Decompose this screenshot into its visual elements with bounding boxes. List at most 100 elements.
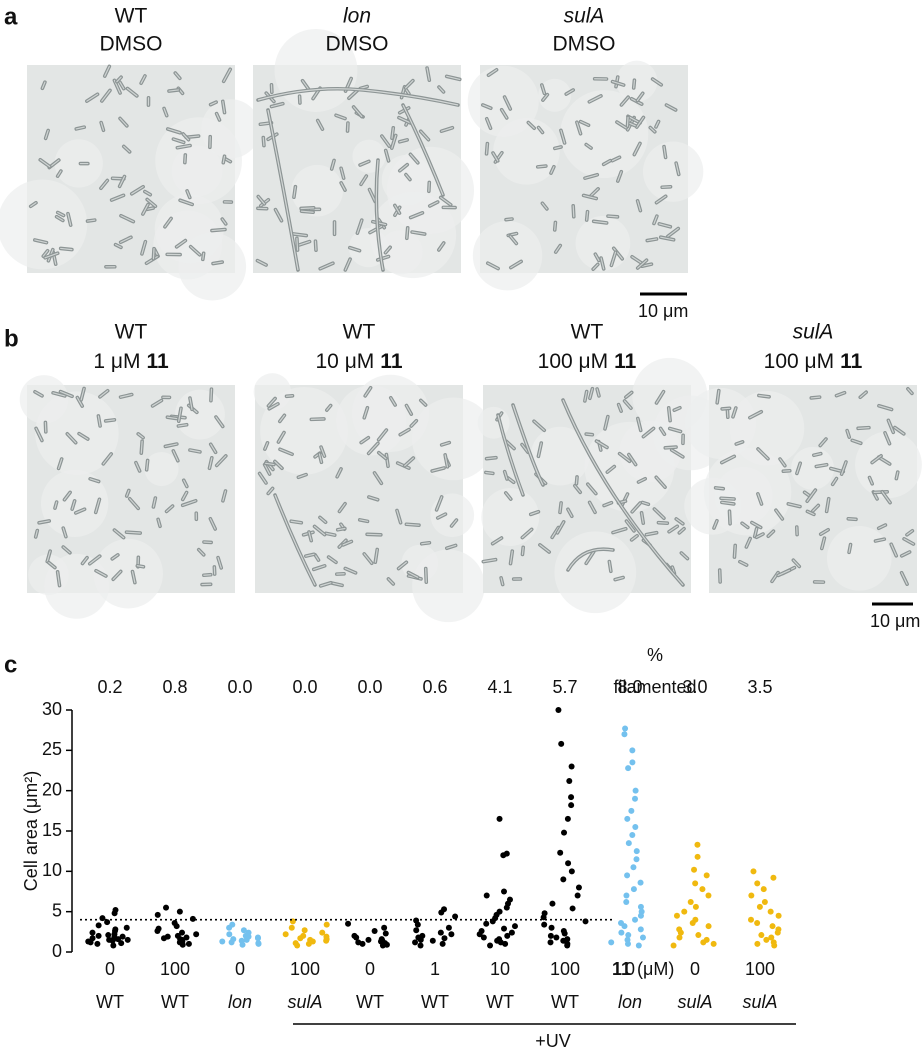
cell-core bbox=[501, 109, 508, 119]
cell-core bbox=[100, 179, 108, 189]
data-point bbox=[748, 892, 755, 899]
strain-label: lon bbox=[618, 992, 642, 1012]
cell-core bbox=[76, 396, 83, 407]
cell-core bbox=[399, 139, 408, 143]
data-point bbox=[230, 936, 237, 943]
strain-label: WT bbox=[356, 992, 384, 1012]
data-point bbox=[508, 929, 515, 936]
data-point bbox=[768, 934, 775, 941]
cell-core bbox=[141, 241, 146, 255]
percent-filamented: 5.7 bbox=[552, 677, 577, 697]
cell-core bbox=[767, 530, 775, 537]
cell-core bbox=[907, 388, 913, 394]
strain-label: lon bbox=[228, 992, 252, 1012]
cell-core bbox=[349, 247, 361, 252]
cell-core bbox=[387, 578, 394, 585]
cell-core bbox=[151, 399, 163, 407]
cell-core bbox=[102, 453, 112, 465]
cell-core bbox=[399, 164, 408, 172]
data-point bbox=[638, 908, 645, 915]
cell-core bbox=[646, 238, 658, 242]
cell-core bbox=[52, 392, 66, 397]
data-point bbox=[624, 936, 631, 943]
cell-core bbox=[890, 543, 897, 557]
data-point bbox=[639, 934, 646, 941]
data-point bbox=[775, 926, 782, 933]
cell-core bbox=[486, 118, 492, 129]
cell-core bbox=[641, 501, 649, 505]
cell-core bbox=[576, 121, 582, 135]
cell-core bbox=[586, 211, 589, 221]
cell-core bbox=[668, 407, 671, 422]
cell-core bbox=[89, 555, 101, 565]
cell-core bbox=[555, 244, 561, 253]
cell-core bbox=[120, 236, 132, 243]
data-point bbox=[163, 904, 170, 911]
dose-label: 0 bbox=[235, 959, 245, 979]
data-point bbox=[503, 850, 510, 857]
data-point bbox=[229, 921, 236, 928]
cell-core bbox=[868, 476, 873, 485]
percent-filamented: 8.0 bbox=[617, 677, 642, 697]
data-point bbox=[624, 872, 631, 879]
y-tick-label: 0 bbox=[52, 941, 62, 961]
data-point bbox=[323, 933, 330, 940]
cell-core bbox=[745, 537, 751, 548]
data-point bbox=[549, 900, 556, 907]
data-point bbox=[365, 936, 372, 943]
cell-core bbox=[819, 438, 827, 447]
cell-core bbox=[360, 175, 367, 185]
data-point bbox=[95, 922, 102, 929]
cell-core bbox=[441, 441, 450, 446]
cell-core bbox=[668, 525, 678, 533]
filament-core bbox=[257, 88, 459, 106]
cell-core bbox=[38, 520, 50, 524]
cell-core bbox=[216, 455, 227, 467]
compound: 11 bbox=[146, 350, 169, 373]
data-point bbox=[632, 787, 639, 794]
cell-core bbox=[177, 424, 188, 427]
cell-core bbox=[446, 544, 457, 549]
cell-core bbox=[189, 449, 201, 453]
cell-core bbox=[104, 65, 110, 77]
data-point bbox=[319, 929, 326, 936]
cell-core bbox=[394, 204, 401, 214]
cell-core bbox=[847, 518, 857, 520]
data-point bbox=[564, 940, 571, 947]
data-point bbox=[705, 892, 712, 899]
cell-core bbox=[368, 442, 379, 455]
cell-core bbox=[567, 508, 573, 517]
cell-core bbox=[46, 550, 51, 563]
cell-core bbox=[617, 171, 622, 182]
cell-core bbox=[611, 81, 625, 86]
cell-core bbox=[492, 537, 503, 545]
cell-core bbox=[298, 240, 311, 246]
dose-label: 100 bbox=[550, 959, 580, 979]
data-point bbox=[123, 924, 130, 931]
cell-core bbox=[884, 432, 891, 445]
data-point bbox=[608, 939, 615, 946]
cell-core bbox=[585, 433, 593, 436]
cell-core bbox=[223, 68, 231, 82]
cell-core bbox=[625, 391, 633, 398]
cell-core bbox=[404, 80, 414, 89]
data-point bbox=[676, 926, 683, 933]
data-point bbox=[565, 860, 572, 867]
data-point bbox=[568, 794, 575, 801]
cell-core bbox=[603, 160, 611, 165]
cell-core bbox=[426, 67, 430, 81]
cell-core bbox=[721, 455, 735, 464]
cell-core bbox=[396, 509, 402, 524]
cell-core bbox=[399, 428, 410, 436]
data-point bbox=[637, 903, 644, 910]
data-point bbox=[487, 942, 494, 949]
cell-core bbox=[293, 186, 297, 198]
cell-core bbox=[715, 487, 724, 490]
cell-core bbox=[637, 259, 648, 269]
cell-core bbox=[337, 527, 346, 531]
data-point bbox=[568, 868, 575, 875]
data-point bbox=[561, 829, 568, 836]
cell-core bbox=[222, 155, 226, 164]
data-point bbox=[448, 931, 455, 938]
data-point bbox=[630, 864, 637, 871]
